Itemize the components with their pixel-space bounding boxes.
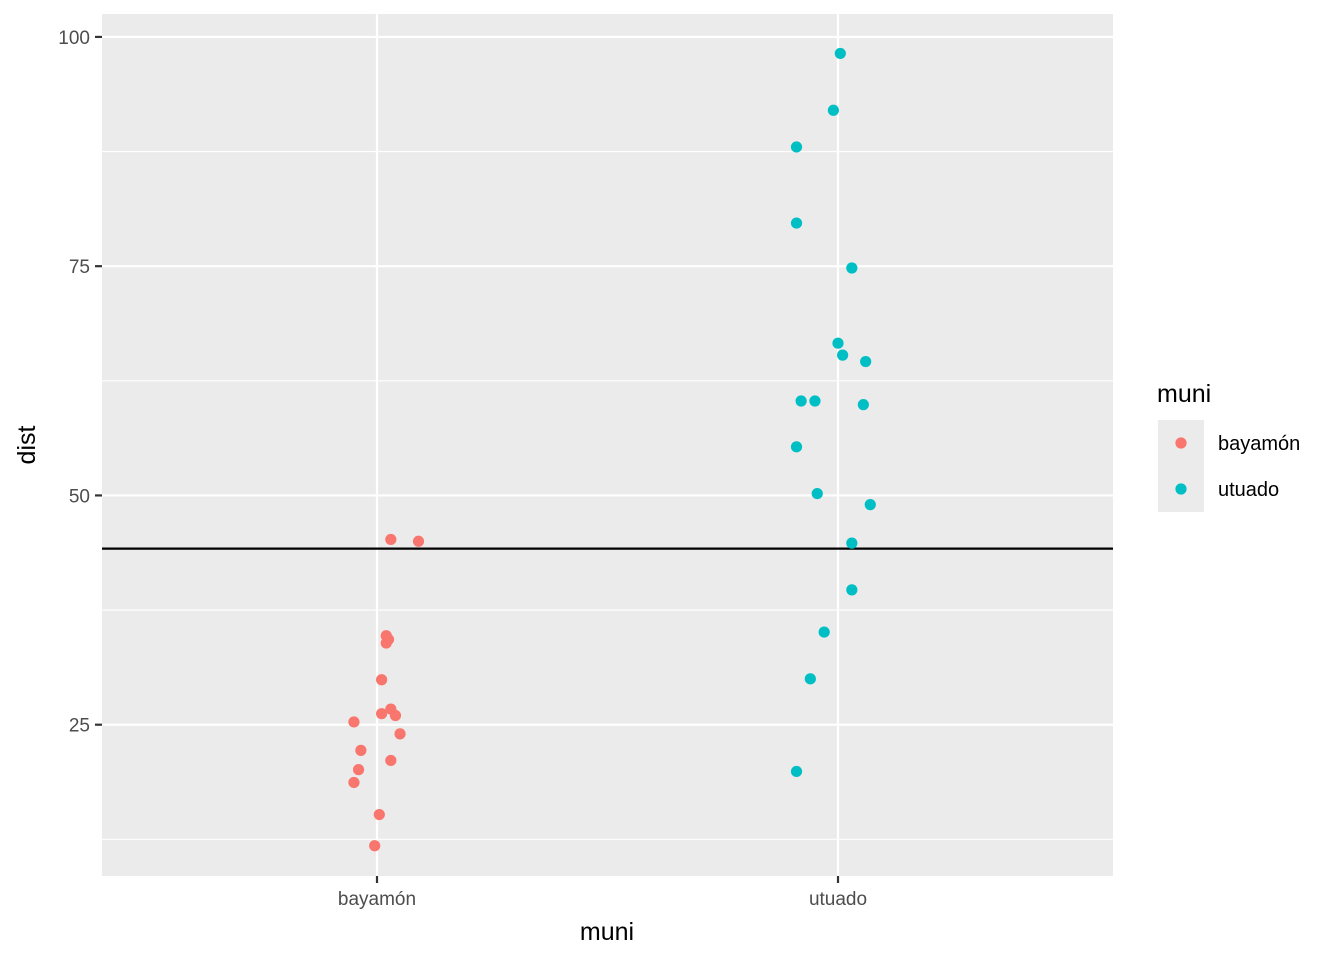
y-tick-label: 75	[69, 257, 90, 278]
y-tick-label: 100	[58, 28, 90, 49]
data-point-bayamon	[369, 840, 381, 852]
data-point-utuado	[804, 673, 816, 685]
data-point-utuado	[846, 584, 858, 596]
data-point-utuado	[864, 499, 876, 511]
data-point-utuado	[827, 104, 839, 116]
data-point-utuado	[795, 395, 807, 407]
data-point-utuado	[811, 488, 823, 500]
data-point-bayamon	[385, 533, 397, 546]
data-point-utuado	[860, 355, 872, 368]
y-tick-label: 50	[69, 486, 90, 507]
data-point-utuado	[837, 349, 849, 361]
data-point-utuado	[834, 47, 846, 60]
data-point-utuado	[809, 395, 821, 407]
legend-key-bayamon	[1175, 437, 1187, 449]
data-point-bayamon	[382, 633, 395, 646]
legend-title: muni	[1157, 380, 1211, 408]
data-point-bayamon	[394, 728, 406, 740]
plot-panel	[102, 14, 1113, 876]
data-point-utuado	[818, 626, 830, 638]
y-axis-title: dist	[13, 425, 41, 464]
data-point-bayamon	[412, 535, 425, 547]
legend-label: bayamón	[1218, 433, 1300, 455]
axes: 25 50 75 100 bayamón utuado	[58, 28, 867, 910]
data-point-utuado	[857, 399, 869, 411]
data-point-utuado	[846, 537, 858, 549]
legend-key-utuado	[1175, 483, 1187, 495]
data-point-bayamon	[385, 754, 397, 767]
data-point-bayamon	[376, 708, 388, 720]
data-points	[348, 47, 876, 852]
data-point-utuado	[790, 441, 803, 453]
legend: muni bayamón utuado	[1157, 380, 1300, 512]
panel-background	[102, 14, 1113, 876]
data-point-utuado	[832, 337, 844, 349]
legend-key-background	[1158, 420, 1204, 512]
x-axis-title: muni	[580, 918, 634, 946]
data-point-bayamon	[355, 744, 367, 756]
y-tick-label: 25	[69, 716, 90, 737]
x-tick-label: utuado	[809, 889, 867, 910]
data-point-bayamon	[348, 776, 360, 789]
data-point-bayamon	[373, 808, 385, 821]
x-tick-label: bayamón	[338, 889, 416, 910]
legend-label: utuado	[1218, 479, 1279, 501]
data-point-bayamon	[348, 716, 360, 728]
data-point-bayamon	[376, 674, 388, 686]
data-point-utuado	[790, 217, 803, 229]
data-point-bayamon	[389, 709, 402, 722]
data-point-utuado	[790, 765, 803, 778]
data-point-utuado	[790, 141, 803, 153]
grid-lines	[102, 14, 1113, 876]
data-point-utuado	[846, 262, 858, 274]
data-point-bayamon	[352, 764, 365, 776]
